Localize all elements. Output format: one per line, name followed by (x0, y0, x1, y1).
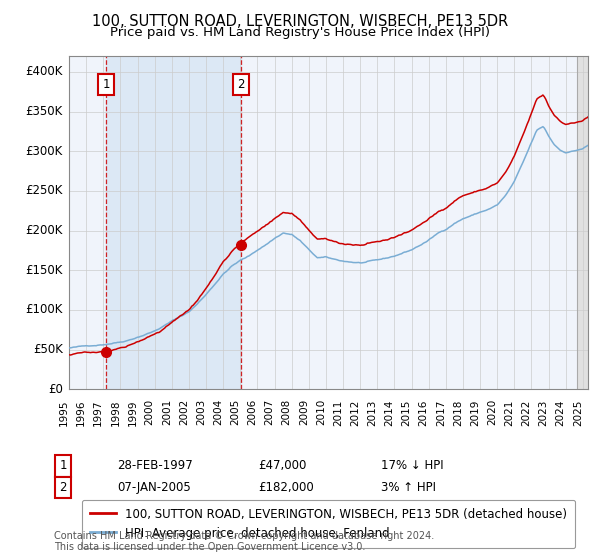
Text: Price paid vs. HM Land Registry's House Price Index (HPI): Price paid vs. HM Land Registry's House … (110, 26, 490, 39)
Text: 2008: 2008 (281, 399, 292, 426)
Text: 100, SUTTON ROAD, LEVERINGTON, WISBECH, PE13 5DR: 100, SUTTON ROAD, LEVERINGTON, WISBECH, … (92, 14, 508, 29)
Text: 2009: 2009 (299, 399, 309, 426)
Text: 2002: 2002 (179, 399, 189, 426)
Text: 2025: 2025 (573, 399, 583, 426)
Text: 2018: 2018 (453, 399, 463, 426)
Text: 28-FEB-1997: 28-FEB-1997 (117, 459, 193, 473)
Text: 2: 2 (59, 480, 67, 494)
Text: £250K: £250K (25, 184, 63, 197)
Text: 2023: 2023 (539, 399, 548, 426)
Bar (106, 56, 241, 389)
Text: 1999: 1999 (128, 399, 137, 426)
Text: Contains HM Land Registry data © Crown copyright and database right 2024.
This d: Contains HM Land Registry data © Crown c… (54, 531, 434, 553)
Text: 1997: 1997 (93, 399, 103, 426)
Text: 2022: 2022 (521, 399, 532, 426)
Text: 2006: 2006 (247, 399, 257, 426)
Text: £0: £0 (48, 382, 63, 396)
Text: £50K: £50K (33, 343, 63, 356)
Text: £182,000: £182,000 (258, 480, 314, 494)
Text: £150K: £150K (25, 264, 63, 277)
Text: £300K: £300K (26, 144, 63, 158)
Text: £400K: £400K (25, 66, 63, 78)
Text: £100K: £100K (25, 304, 63, 316)
Bar (577, 56, 588, 389)
Text: 2024: 2024 (556, 399, 566, 426)
Text: 2012: 2012 (350, 399, 360, 426)
Text: 2020: 2020 (487, 399, 497, 426)
Legend: 100, SUTTON ROAD, LEVERINGTON, WISBECH, PE13 5DR (detached house), HPI: Average : 100, SUTTON ROAD, LEVERINGTON, WISBECH, … (82, 500, 575, 548)
Text: 17% ↓ HPI: 17% ↓ HPI (381, 459, 443, 473)
Text: £200K: £200K (25, 224, 63, 237)
Text: 1995: 1995 (59, 399, 69, 426)
Text: 2017: 2017 (436, 399, 446, 426)
Text: 1: 1 (102, 78, 110, 91)
Text: £47,000: £47,000 (258, 459, 307, 473)
Text: 2004: 2004 (213, 399, 223, 426)
Text: 2003: 2003 (196, 399, 206, 426)
Text: 1: 1 (59, 459, 67, 473)
Text: 2001: 2001 (162, 399, 172, 426)
Text: 2015: 2015 (401, 399, 412, 426)
Text: 2016: 2016 (419, 399, 429, 426)
Text: 2011: 2011 (333, 399, 343, 426)
Text: 2014: 2014 (385, 399, 394, 426)
Text: 2007: 2007 (265, 399, 275, 426)
Text: 2: 2 (237, 78, 244, 91)
Text: 2000: 2000 (145, 399, 155, 426)
Text: 2019: 2019 (470, 399, 480, 426)
Text: 2010: 2010 (316, 399, 326, 426)
Text: 3% ↑ HPI: 3% ↑ HPI (381, 480, 436, 494)
Text: 2005: 2005 (230, 399, 240, 426)
Text: £350K: £350K (26, 105, 63, 118)
Text: 1996: 1996 (76, 399, 86, 426)
Text: 2021: 2021 (505, 399, 514, 426)
Text: 2013: 2013 (367, 399, 377, 426)
Text: 1998: 1998 (110, 399, 121, 426)
Text: 07-JAN-2005: 07-JAN-2005 (117, 480, 191, 494)
